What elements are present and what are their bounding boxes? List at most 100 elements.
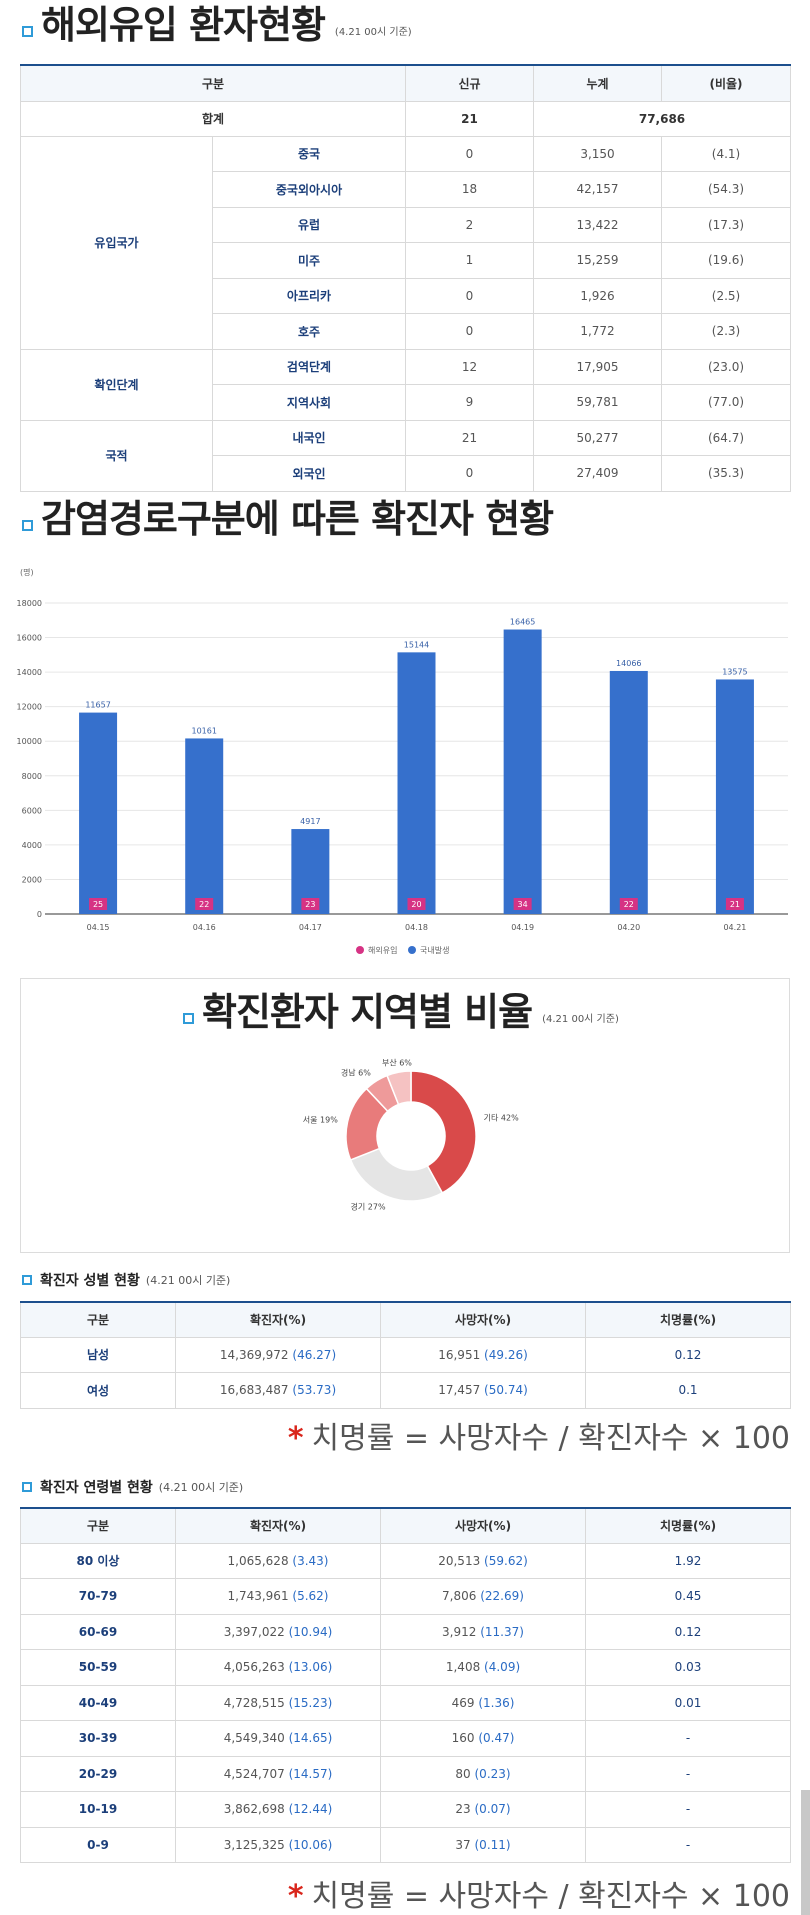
x-tick-label: 04.20 (617, 923, 640, 932)
confirmed-pct: (5.62) (292, 1589, 329, 1604)
bullet-icon (22, 1275, 32, 1285)
death-count: 80 (455, 1766, 471, 1781)
age-title: 확진자 연령별 현황 (4.21 00시 기준) (22, 1477, 243, 1497)
x-tick-label: 04.17 (299, 923, 322, 932)
overseas-value-label: 22 (624, 900, 634, 909)
y-tick-label: 14000 (17, 668, 42, 677)
confirmed-count: 16,683,487 (219, 1383, 289, 1398)
bar-value-label: 10161 (191, 726, 216, 735)
total-cumulative: 77,686 (533, 100, 791, 137)
table-row: 0-9 3,125,325 (10.06) 37 (0.11) - (20, 1826, 791, 1863)
table-row: 지역사회 9 59,781 (77.0) (21, 384, 791, 421)
bar-domestic (79, 712, 118, 914)
confirmed-cell: 1,065,628 (3.43) (175, 1542, 381, 1579)
cumulative-cell: 42,157 (533, 171, 662, 208)
table-row: 국적 내국인 21 50,277 (64.7) (20, 419, 791, 492)
death-pct: (4.09) (484, 1660, 521, 1675)
row-label: 아프리카 (212, 277, 406, 314)
table-row: 여성 16,683,487 (53.73) 17,457 (50.74) 0.1 (20, 1372, 791, 1409)
row-label: 중국외아시아 (212, 171, 406, 208)
table-row: 중국외아시아 18 42,157 (54.3) (21, 171, 791, 208)
confirmed-pct: (13.06) (288, 1660, 333, 1675)
y-tick-label: 8000 (22, 772, 42, 781)
confirmed-cell: 16,683,487 (53.73) (175, 1372, 381, 1409)
confirmed-count: 4,056,263 (223, 1660, 285, 1675)
confirmed-count: 3,397,022 (223, 1624, 285, 1639)
confirmed-pct: (14.65) (288, 1731, 333, 1746)
y-tick-label: 10000 (17, 737, 42, 746)
table-row: 확인단계 검역단계 12 17,905 (23.0) (20, 348, 791, 421)
confirmed-cell: 4,056,263 (13.06) (175, 1649, 381, 1686)
x-tick-label: 04.15 (87, 923, 110, 932)
new-cell: 9 (405, 384, 534, 421)
row-label: 10-19 (20, 1791, 176, 1828)
death-count: 1,408 (445, 1660, 481, 1675)
chart-legend: 해외유입 국내발생 (356, 945, 449, 955)
y-axis-unit: (명) (20, 567, 34, 577)
bar-value-label: 11657 (85, 701, 110, 710)
bar-domestic (397, 652, 436, 914)
new-cell: 12 (405, 348, 534, 385)
legend-overseas-label: 해외유입 (368, 945, 397, 955)
donut-slice (410, 1070, 477, 1194)
death-count: 16,951 (438, 1347, 481, 1362)
fatality-cell: 0.45 (585, 1578, 791, 1615)
fatality-cell: - (585, 1826, 791, 1863)
ratio-cell: (2.3) (661, 313, 791, 350)
header-category: 구분 (20, 1301, 176, 1338)
confirmed-count: 4,524,707 (223, 1766, 285, 1781)
overseas-value-label: 20 (411, 900, 421, 909)
y-tick-label: 4000 (22, 841, 42, 850)
overseas-value-label: 25 (93, 900, 103, 909)
fatality-cell: - (585, 1755, 791, 1792)
confirmed-pct: (15.23) (288, 1695, 333, 1710)
scrollbar-thumb[interactable] (801, 1790, 810, 1915)
new-cell: 1 (405, 242, 534, 279)
age-table: 구분 확진자(%) 사망자(%) 치명률(%) 80 이상 1,065,628 (… (20, 1507, 791, 1863)
row-label: 70-79 (20, 1578, 176, 1615)
death-count: 37 (455, 1837, 471, 1852)
table-row: 외국인 0 27,409 (35.3) (21, 455, 791, 492)
donut-slice (349, 1147, 444, 1202)
death-pct: (11.37) (480, 1624, 524, 1639)
death-pct: (49.26) (484, 1347, 528, 1362)
death-pct: (0.47) (478, 1731, 515, 1746)
bar-value-label: 14066 (616, 659, 641, 668)
overseas-value-badge (195, 898, 214, 910)
death-pct: (22.69) (480, 1589, 524, 1604)
confirmed-count: 3,125,325 (223, 1837, 285, 1852)
ratio-cell: (23.0) (661, 348, 791, 385)
table-row: 호주 0 1,772 (2.3) (21, 313, 791, 350)
donut-label: 부산 6% (382, 1057, 412, 1067)
death-cell: 17,457 (50.74) (380, 1372, 586, 1409)
overseas-title: 해외유입 환자현황 (4.21 00시 기준) (22, 6, 412, 44)
gender-table: 구분 확진자(%) 사망자(%) 치명률(%) 남성 14,369,972 (46… (20, 1301, 791, 1409)
header-category: 구분 (20, 1507, 176, 1544)
row-label: 미주 (212, 242, 406, 279)
confirmed-count: 14,369,972 (219, 1347, 289, 1362)
region-ratio-title: 확진환자 지역별 비율 (4.21 00시 기준) (183, 993, 619, 1031)
table-row: 남성 14,369,972 (46.27) 16,951 (49.26) 0.12 (20, 1336, 791, 1373)
fatality-cell: 0.12 (585, 1613, 791, 1650)
y-tick-label: 0 (37, 910, 42, 919)
cumulative-cell: 1,772 (533, 313, 662, 350)
region-ratio-panel: 확진환자 지역별 비율 (4.21 00시 기준) 기타 42% 경기 27% 서울… (20, 978, 790, 1253)
legend-overseas-marker (356, 946, 364, 954)
y-tick-label: 12000 (17, 703, 42, 712)
ratio-cell: (77.0) (661, 384, 791, 421)
row-label: 여성 (20, 1372, 176, 1409)
death-cell: 37 (0.11) (380, 1826, 586, 1863)
death-pct: (0.11) (474, 1837, 511, 1852)
bar-domestic (185, 738, 224, 914)
row-label: 외국인 (212, 455, 406, 492)
fatality-cell: 1.92 (585, 1542, 791, 1579)
fatality-cell: - (585, 1720, 791, 1757)
y-tick-label: 6000 (22, 806, 42, 815)
header-new: 신규 (405, 64, 534, 102)
group-label: 유입국가 (20, 135, 213, 350)
new-cell: 0 (405, 277, 534, 314)
header-deaths: 사망자(%) (380, 1507, 586, 1544)
death-count: 20,513 (438, 1553, 481, 1568)
bullet-icon (22, 520, 33, 531)
gender-formula: * 치명률 = 사망자수 / 확진자수 × 100 (287, 1421, 790, 1456)
